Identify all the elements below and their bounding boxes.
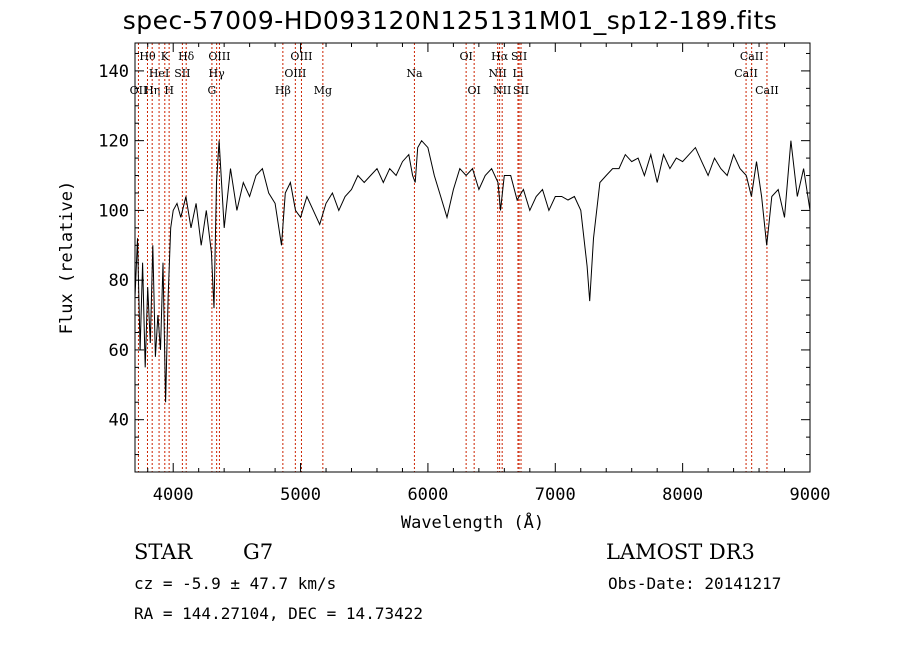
survey-label: LAMOST DR3 (606, 540, 755, 564)
spectrum-line (134, 139, 811, 403)
spectral-line-label: Mg (314, 84, 332, 97)
spectral-line-label: SII (511, 50, 527, 63)
y-tick-label: 100 (98, 201, 129, 221)
spectral-line-label: NII (489, 67, 507, 80)
spectral-line-label: Na (406, 67, 423, 80)
spectral-line-label: HeI (149, 67, 169, 80)
y-tick-label: 140 (98, 62, 129, 82)
y-tick-label: 60 (109, 341, 129, 361)
spectral-line-label: Hδ (178, 50, 195, 63)
spectral-line-label: OIII (290, 50, 312, 63)
x-tick-label: 8000 (662, 485, 703, 505)
spectral-line-label: CaII (740, 50, 764, 63)
spectral-line-label: CaII (755, 84, 779, 97)
spectral-line-label: H (164, 84, 174, 97)
spectral-line-label: OII (130, 84, 148, 97)
spectral-line-label: CaII (734, 67, 758, 80)
x-tick-label: 5000 (280, 485, 321, 505)
subclass-label: G7 (243, 540, 274, 564)
spectral-line-label: OIII (208, 50, 230, 63)
spectral-line-label: OI (459, 50, 472, 63)
y-tick-label: 40 (109, 411, 129, 431)
coords-text: RA = 144.27104, DEC = 14.73422 (134, 604, 423, 623)
plot-frame (134, 42, 811, 473)
y-tick-label: 80 (109, 271, 129, 291)
spectral-line-label: Hγ (209, 67, 226, 80)
spectral-line-label: G (208, 84, 217, 97)
x-tick-label: 4000 (153, 485, 194, 505)
spectral-line-label: SII (174, 67, 190, 80)
spectral-line-label: NII (493, 84, 511, 97)
spectral-line-label: OI (467, 84, 480, 97)
x-axis-label: Wavelength (Å) (401, 511, 544, 533)
y-axis-label: Flux (relative) (57, 181, 77, 335)
obs-date-text: Obs-Date: 20141217 (608, 574, 782, 593)
spectral-line-label: SII (513, 84, 529, 97)
spectral-line-label: Hθ (139, 50, 156, 63)
spectral-line-label: Hβ (275, 84, 291, 97)
spectral-line-label: Hα (491, 50, 509, 63)
x-tick-label: 7000 (535, 485, 576, 505)
spectral-line-label: K (161, 50, 170, 63)
spectral-line-label: Li (513, 67, 524, 80)
spectral-line-label: Hη (144, 84, 160, 97)
redshift-text: cz = -5.9 ± 47.7 km/s (134, 574, 337, 593)
class-label: STAR (134, 540, 193, 564)
x-tick-label: 6000 (407, 485, 448, 505)
chart-title: spec-57009-HD093120N125131M01_sp12-189.f… (122, 6, 778, 35)
spectral-line-label: OIII (284, 67, 306, 80)
y-tick-label: 120 (98, 132, 129, 152)
x-tick-label: 9000 (790, 485, 831, 505)
